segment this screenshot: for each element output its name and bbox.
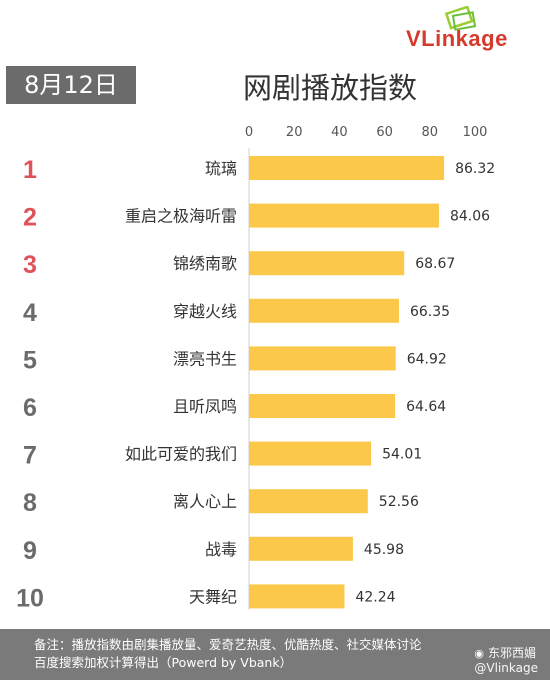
date-badge: 8月12日	[6, 66, 136, 104]
x-tick-label: 80	[422, 125, 439, 140]
chart-title: 网剧播放指数	[242, 71, 417, 105]
logo-icon	[444, 6, 477, 31]
category-label: 锦绣南歌	[173, 254, 237, 273]
bar	[249, 394, 396, 418]
rank-number: 1	[23, 156, 37, 184]
rank-number: 7	[23, 442, 37, 470]
value-label: 52.56	[379, 494, 419, 510]
rank-number: 6	[23, 394, 37, 422]
watermark: ◉ 东邪西媚 @Vlinkage	[474, 646, 538, 676]
x-tick-label: 40	[331, 125, 348, 140]
value-label: 68.67	[415, 256, 455, 272]
value-label: 42.24	[355, 589, 395, 605]
rank-number: 5	[23, 346, 37, 374]
bar	[249, 203, 439, 228]
logo-text: VLinkage	[406, 26, 508, 51]
bar	[249, 251, 405, 276]
category-label: 战毒	[205, 540, 237, 559]
category-label: 如此可爱的我们	[125, 445, 237, 464]
category-label: 漂亮书生	[173, 349, 237, 368]
category-label: 琉璃	[205, 159, 237, 178]
weibo-icon: ◉	[474, 647, 485, 660]
rank-number: 10	[16, 584, 44, 612]
category-label: 且听凤鸣	[173, 397, 237, 416]
rank-number: 8	[23, 489, 37, 517]
bar	[249, 156, 445, 180]
bar	[249, 489, 368, 514]
category-label: 离人心上	[173, 492, 237, 511]
bar	[249, 346, 396, 371]
vlinkage-logo: VLinkage	[406, 6, 536, 54]
x-tick-label: 60	[376, 125, 393, 140]
value-label: 64.64	[406, 399, 446, 415]
category-label: 天舞纪	[189, 587, 237, 606]
rank-number: 9	[23, 537, 37, 565]
x-tick-label: 0	[245, 125, 253, 140]
value-label: 84.06	[450, 209, 490, 225]
bar	[249, 441, 372, 466]
x-tick-label: 100	[463, 125, 488, 140]
category-label: 重启之极海听雷	[125, 207, 237, 226]
value-label: 54.01	[382, 447, 422, 463]
value-label: 64.92	[407, 351, 447, 367]
value-label: 45.98	[364, 542, 404, 558]
watermark-line-2: @Vlinkage	[474, 661, 538, 675]
watermark-line-1: 东邪西媚	[488, 646, 537, 660]
x-tick-label: 20	[286, 125, 303, 140]
rank-number: 2	[23, 204, 37, 232]
rank-number: 3	[23, 251, 37, 279]
category-label: 穿越火线	[173, 302, 237, 321]
footer-note: 备注：播放指数由剧集播放量、爱奇艺热度、优酷热度、社交媒体讨论 百度搜索加权计算…	[0, 629, 550, 680]
bar	[249, 536, 353, 561]
bar	[249, 584, 345, 609]
bar	[249, 298, 399, 323]
rank-number: 4	[23, 299, 37, 327]
value-label: 66.35	[410, 304, 450, 320]
value-label: 86.32	[455, 161, 495, 177]
footer-line-1: 备注：播放指数由剧集播放量、爱奇艺热度、优酷热度、社交媒体讨论	[34, 637, 422, 652]
footer-line-2: 百度搜索加权计算得出（Powerd by Vbank）	[34, 655, 293, 670]
